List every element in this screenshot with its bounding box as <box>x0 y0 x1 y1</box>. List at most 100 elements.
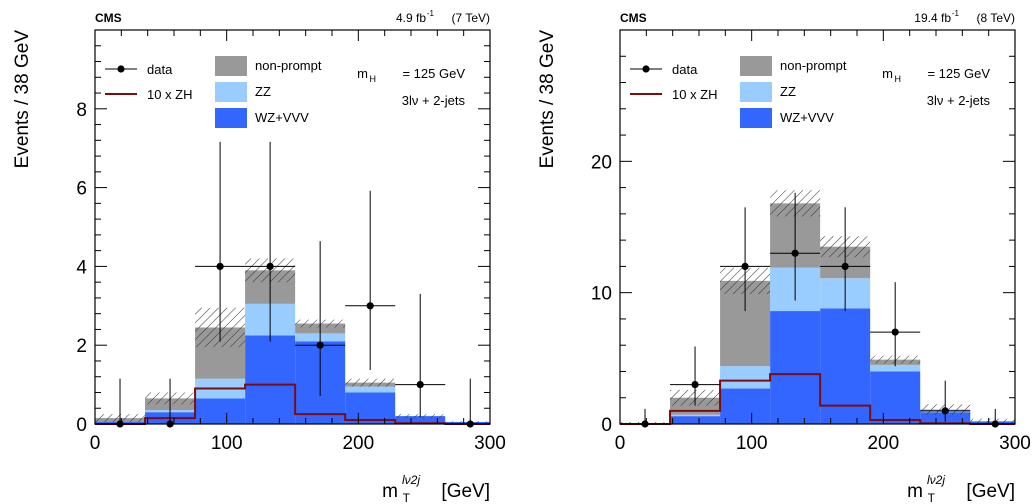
legend-label-2: WZ+VVV <box>780 110 834 125</box>
y-axis: 0 10 20 <box>591 29 1015 436</box>
stack-bar-wz-vvv-5 <box>345 392 396 424</box>
y-axis-title: Events / 38 GeV <box>12 30 33 169</box>
y-tick-label-10: 10 <box>591 284 612 305</box>
x-axis-title-sup: lν2j <box>927 473 945 487</box>
legend-swatch-0 <box>215 56 247 76</box>
y-tick-label-6: 6 <box>76 179 87 200</box>
annotation: = 125 GeV Hm 3lν + 2-jets <box>357 66 465 108</box>
plot-area <box>95 141 490 428</box>
stack-bar-wz-vvv-2 <box>195 398 246 424</box>
stack-bar-wz-vvv-3 <box>770 311 821 424</box>
y-tick-label-2: 2 <box>76 336 87 357</box>
data-point-2 <box>216 262 224 270</box>
lumi-sup: -1 <box>952 9 960 18</box>
x-axis-title-sup: lν2j <box>402 473 420 487</box>
x-axis: 0 100 200 300 <box>90 30 506 454</box>
legend-label-0: non-prompt <box>255 58 322 73</box>
y-axis: 0 2 4 6 8 <box>76 29 490 436</box>
data-point-5 <box>891 328 899 336</box>
x-tick-label-200: 200 <box>867 433 899 454</box>
signal-zh-line <box>620 373 1015 425</box>
annotation-mass-value: = 125 GeV <box>927 66 990 81</box>
y-tick-label-8: 8 <box>76 100 87 121</box>
data-point-3 <box>791 249 799 257</box>
legend-data-marker <box>642 65 650 73</box>
legend-swatch-1 <box>740 82 772 102</box>
annotation-channel: 3lν + 2-jets <box>927 93 991 108</box>
legend: data 10 x ZH non-prompt ZZ WZ+VVV <box>105 56 322 128</box>
legend-label-0: non-prompt <box>780 58 847 73</box>
uncertainty-band-7 <box>970 418 1015 424</box>
y-tick-label-20: 20 <box>591 152 612 173</box>
data-point-6 <box>941 407 949 415</box>
stack-bar-zz-1 <box>670 414 721 417</box>
annotation-mass-symbol: m <box>357 66 368 81</box>
legend: data 10 x ZH non-prompt ZZ WZ+VVV <box>630 56 847 128</box>
cms-label: CMS <box>95 11 122 25</box>
plot-frame <box>619 29 1016 425</box>
x-axis-title: [GeV] lν2j Tm <box>382 473 490 504</box>
x-tick-label-100: 100 <box>211 433 243 454</box>
right-panel-8tev: 0 100 200 300 0 10 20 Events / 38 GeV [GeV] lν2j… <box>537 9 1031 504</box>
x-axis-title-unit: [GeV] <box>966 481 1015 502</box>
x-axis-title-sub: T <box>928 491 936 504</box>
legend-swatch-2 <box>215 108 247 128</box>
lumi-sup: -1 <box>427 9 435 18</box>
uncertainty-band-5 <box>345 378 396 387</box>
lumi-label: (7 TeV) -14.9 fb <box>396 9 490 25</box>
lumi-value: 19.4 fb <box>914 11 951 25</box>
legend-label-1: ZZ <box>255 84 271 99</box>
x-tick-label-0: 0 <box>615 433 626 454</box>
data-point-3 <box>266 262 274 270</box>
annotation-mass-value: = 125 GeV <box>402 66 465 81</box>
y-axis-title: Events / 38 GeV <box>537 30 558 169</box>
annotation: = 125 GeV Hm 3lν + 2-jets <box>882 66 990 108</box>
legend-signal-label: 10 x ZH <box>147 87 193 102</box>
legend-swatch-1 <box>215 82 247 102</box>
stack-bar-wz-vvv-2 <box>720 388 771 424</box>
x-tick-label-100: 100 <box>736 433 768 454</box>
energy-label: (7 TeV) <box>452 11 490 25</box>
data-point-5 <box>366 302 374 310</box>
data-point-2 <box>741 262 749 270</box>
stack-bar-zz-5 <box>870 364 921 372</box>
x-axis-title-main: m <box>382 481 398 502</box>
cms-label: CMS <box>620 11 647 25</box>
data-point-4 <box>316 341 324 349</box>
legend-data-marker <box>117 65 125 73</box>
stack-bar-wz-vvv-6 <box>395 416 446 424</box>
y-tick-label-4: 4 <box>76 257 87 278</box>
annotation-mass-sub: H <box>370 74 377 84</box>
x-tick-label-200: 200 <box>342 433 374 454</box>
x-tick-label-300: 300 <box>999 433 1031 454</box>
legend-swatch-2 <box>740 108 772 128</box>
stack-bar-wz-vvv-5 <box>870 371 921 424</box>
stack-bar-wz-vvv-3 <box>245 335 296 424</box>
data-point-1 <box>691 381 699 389</box>
legend-swatch-0 <box>740 56 772 76</box>
left-panel-7tev: 0 100 200 300 0 2 4 6 8 Events / 38 GeV [GeV] lν2j… <box>12 9 506 504</box>
stack-bar-zz-5 <box>345 386 396 393</box>
x-axis-title-main: m <box>907 481 923 502</box>
legend-data-label: data <box>147 62 173 77</box>
lumi-value: 4.9 fb <box>396 11 426 25</box>
stack-bar-wz-vvv-4 <box>820 308 871 424</box>
data-point-6 <box>416 381 424 389</box>
x-axis-title: [GeV] lν2j Tm <box>907 473 1015 504</box>
stack-bar-zz-2 <box>720 366 771 389</box>
x-axis-title-unit: [GeV] <box>441 481 490 502</box>
legend-label-1: ZZ <box>780 84 796 99</box>
legend-label-2: WZ+VVV <box>255 110 309 125</box>
annotation-mass-symbol: m <box>882 66 893 81</box>
x-tick-label-0: 0 <box>90 433 101 454</box>
x-axis-title-sub: T <box>403 491 411 504</box>
data-point-4 <box>841 262 849 270</box>
plot-area <box>620 190 1015 428</box>
lumi-label: (8 TeV) -119.4 fb <box>914 9 1015 25</box>
y-tick-label-0: 0 <box>76 415 87 436</box>
x-tick-label-300: 300 <box>474 433 506 454</box>
energy-label: (8 TeV) <box>977 11 1015 25</box>
stack-bar-wz-vvv-1 <box>670 416 721 424</box>
y-tick-label-0: 0 <box>601 415 612 436</box>
